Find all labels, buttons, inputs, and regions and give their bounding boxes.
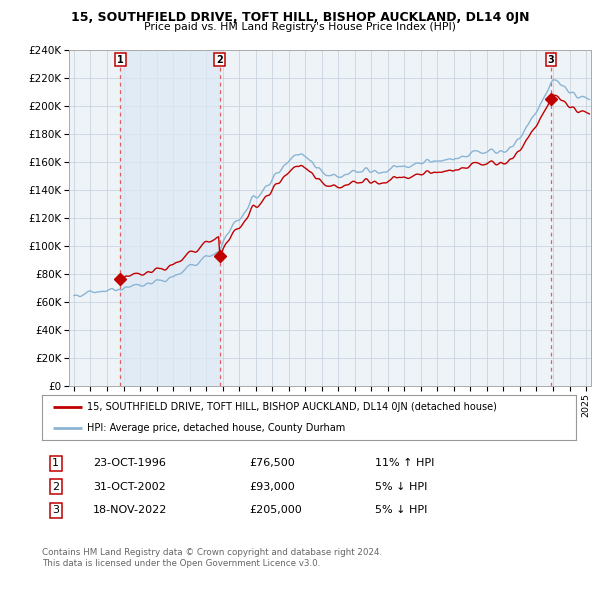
Text: This data is licensed under the Open Government Licence v3.0.: This data is licensed under the Open Gov… xyxy=(42,559,320,568)
Text: HPI: Average price, detached house, County Durham: HPI: Average price, detached house, Coun… xyxy=(88,422,346,432)
Text: Price paid vs. HM Land Registry's House Price Index (HPI): Price paid vs. HM Land Registry's House … xyxy=(144,22,456,32)
Text: 5% ↓ HPI: 5% ↓ HPI xyxy=(375,506,427,515)
Text: 2: 2 xyxy=(217,54,223,64)
Text: £93,000: £93,000 xyxy=(249,482,295,491)
Text: 18-NOV-2022: 18-NOV-2022 xyxy=(93,506,167,515)
Bar xyxy=(121,50,220,386)
Text: 5% ↓ HPI: 5% ↓ HPI xyxy=(375,482,427,491)
Text: 11% ↑ HPI: 11% ↑ HPI xyxy=(375,458,434,468)
Text: £76,500: £76,500 xyxy=(249,458,295,468)
Text: 3: 3 xyxy=(548,54,554,64)
Text: 15, SOUTHFIELD DRIVE, TOFT HILL, BISHOP AUCKLAND, DL14 0JN: 15, SOUTHFIELD DRIVE, TOFT HILL, BISHOP … xyxy=(71,11,529,24)
Text: Contains HM Land Registry data © Crown copyright and database right 2024.: Contains HM Land Registry data © Crown c… xyxy=(42,548,382,556)
Text: 1: 1 xyxy=(117,54,124,64)
Text: £205,000: £205,000 xyxy=(249,506,302,515)
Text: 3: 3 xyxy=(52,506,59,515)
Text: 15, SOUTHFIELD DRIVE, TOFT HILL, BISHOP AUCKLAND, DL14 0JN (detached house): 15, SOUTHFIELD DRIVE, TOFT HILL, BISHOP … xyxy=(88,402,497,412)
Text: 2: 2 xyxy=(52,482,59,491)
Text: 31-OCT-2002: 31-OCT-2002 xyxy=(93,482,166,491)
Text: 23-OCT-1996: 23-OCT-1996 xyxy=(93,458,166,468)
Text: 1: 1 xyxy=(52,458,59,468)
